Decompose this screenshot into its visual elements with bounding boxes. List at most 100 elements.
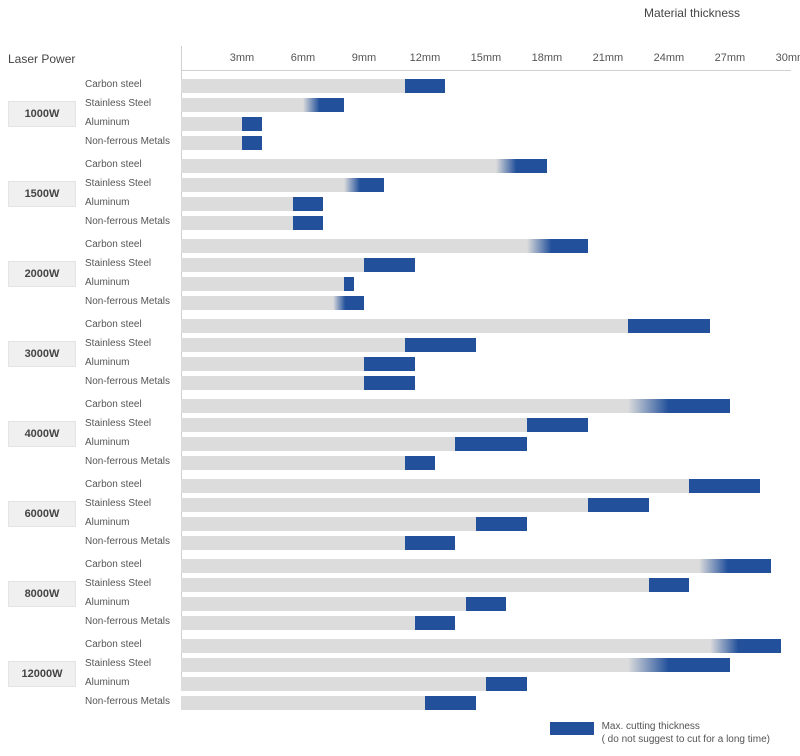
bar-gray [181, 658, 628, 672]
bar-blue [476, 517, 527, 531]
bar-gray [181, 79, 405, 93]
bar-blue [415, 616, 456, 630]
material-label: Stainless Steel [85, 498, 177, 509]
bar-blue [588, 498, 649, 512]
material-label: Non-ferrous Metals [85, 456, 177, 467]
bar-blue [242, 117, 262, 131]
bar-blue [333, 296, 363, 310]
material-label: Stainless Steel [85, 658, 177, 669]
chart-body: 1000WCarbon steelStainless SteelAluminum… [0, 76, 800, 716]
material-label: Non-ferrous Metals [85, 616, 177, 627]
material-row: Stainless Steel [0, 95, 800, 114]
material-label: Non-ferrous Metals [85, 536, 177, 547]
bar-track [181, 677, 791, 691]
material-label: Aluminum [85, 197, 177, 208]
bar-track [181, 159, 791, 173]
bar-gray [181, 197, 293, 211]
material-row: Carbon steel [0, 76, 800, 95]
material-label: Aluminum [85, 357, 177, 368]
legend-swatch [550, 722, 594, 735]
bar-track [181, 277, 791, 291]
bar-blue [293, 216, 323, 230]
material-row: Carbon steel [0, 316, 800, 335]
bar-blue [628, 319, 709, 333]
bar-gray [181, 178, 344, 192]
bar-blue [405, 456, 435, 470]
material-row: Non-ferrous Metals [0, 613, 800, 632]
bar-blue [303, 98, 344, 112]
bar-track [181, 418, 791, 432]
bar-track [181, 616, 791, 630]
material-label: Aluminum [85, 517, 177, 528]
bar-gray [181, 559, 699, 573]
material-label: Non-ferrous Metals [85, 136, 177, 147]
tick-6: 6mm [291, 52, 315, 64]
tick-21: 21mm [593, 52, 624, 64]
material-label: Carbon steel [85, 639, 177, 650]
material-label: Stainless Steel [85, 418, 177, 429]
material-label: Aluminum [85, 677, 177, 688]
bar-gray [181, 239, 527, 253]
bar-blue [364, 258, 415, 272]
material-row: Non-ferrous Metals [0, 133, 800, 152]
bar-track [181, 319, 791, 333]
axis-top-line [181, 70, 791, 71]
material-label: Non-ferrous Metals [85, 296, 177, 307]
material-label: Carbon steel [85, 319, 177, 330]
tick-30: 30mm [776, 52, 800, 64]
bar-track [181, 559, 791, 573]
bar-gray [181, 479, 689, 493]
bar-gray [181, 437, 455, 451]
material-row: Carbon steel [0, 636, 800, 655]
material-label: Aluminum [85, 597, 177, 608]
material-label: Carbon steel [85, 479, 177, 490]
material-row: Non-ferrous Metals [0, 453, 800, 472]
bar-gray [181, 117, 242, 131]
bar-gray [181, 399, 628, 413]
bar-blue [649, 578, 690, 592]
bar-track [181, 696, 791, 710]
bar-track [181, 216, 791, 230]
material-label: Non-ferrous Metals [85, 376, 177, 387]
bar-track [181, 578, 791, 592]
bar-gray [181, 696, 425, 710]
bar-gray [181, 258, 364, 272]
bar-blue [466, 597, 507, 611]
bar-track [181, 296, 791, 310]
material-row: Aluminum [0, 514, 800, 533]
power-group-3000W: 3000WCarbon steelStainless SteelAluminum… [0, 316, 800, 392]
bar-blue [364, 357, 415, 371]
bar-gray [181, 517, 476, 531]
material-row: Non-ferrous Metals [0, 213, 800, 232]
tick-9: 9mm [352, 52, 376, 64]
bar-gray [181, 277, 344, 291]
legend-text: Max. cutting thickness ( do not suggest … [602, 721, 770, 746]
bar-blue [486, 677, 527, 691]
bar-gray [181, 159, 496, 173]
bar-gray [181, 597, 466, 611]
bar-blue [496, 159, 547, 173]
material-label: Aluminum [85, 117, 177, 128]
bar-track [181, 136, 791, 150]
material-row: Stainless Steel [0, 575, 800, 594]
bar-gray [181, 456, 405, 470]
bar-blue [344, 277, 354, 291]
tick-12: 12mm [410, 52, 441, 64]
bar-gray [181, 536, 405, 550]
material-row: Carbon steel [0, 476, 800, 495]
material-label: Carbon steel [85, 559, 177, 570]
legend-line1: Max. cutting thickness [602, 721, 770, 734]
bar-track [181, 98, 791, 112]
bar-track [181, 197, 791, 211]
material-label: Stainless Steel [85, 258, 177, 269]
material-label: Carbon steel [85, 239, 177, 250]
bar-gray [181, 338, 405, 352]
bar-track [181, 258, 791, 272]
bar-gray [181, 136, 242, 150]
material-row: Stainless Steel [0, 335, 800, 354]
bar-gray [181, 578, 649, 592]
bar-gray [181, 296, 333, 310]
power-group-2000W: 2000WCarbon steelStainless SteelAluminum… [0, 236, 800, 312]
bar-track [181, 178, 791, 192]
bar-gray [181, 376, 364, 390]
